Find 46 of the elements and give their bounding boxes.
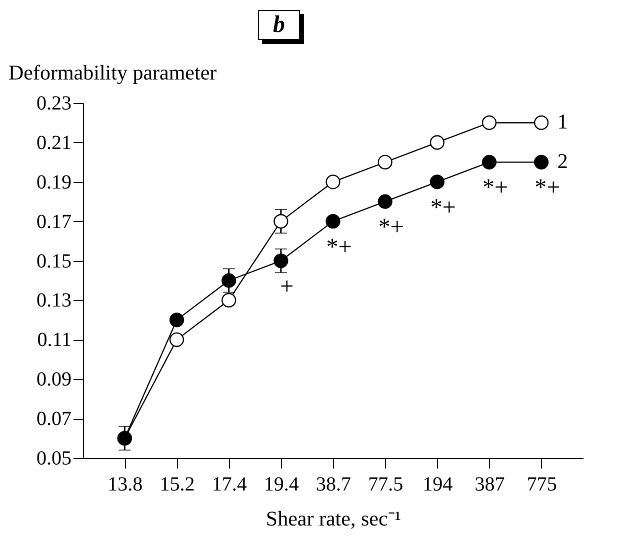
annotation: *+: [326, 234, 352, 260]
y-tick-label: 0.17: [36, 210, 72, 233]
y-tick-label: 0.09: [36, 368, 72, 391]
point: [222, 292, 236, 308]
point: [169, 312, 184, 328]
x-tick-label: 15.2: [160, 474, 195, 496]
annotation: +: [280, 274, 294, 300]
point: [534, 154, 549, 170]
point: [274, 214, 288, 229]
x-tick-label: 77.5: [368, 474, 404, 496]
y-axis-title: Deformability parameter: [8, 60, 217, 84]
annotation: *+: [378, 214, 404, 241]
series-label: 2: [557, 149, 568, 174]
point: [378, 154, 392, 170]
x-axis-title: Shear rate, sec⁻¹: [266, 506, 402, 530]
x-tick-label: 194: [422, 474, 453, 496]
x-tick-label: 387: [474, 474, 505, 496]
y-tick-label: 0.15: [36, 250, 72, 272]
x-tick-label: 775: [526, 474, 557, 496]
y-tick-label: 0.21: [36, 132, 72, 154]
point: [482, 154, 497, 170]
y-tick-label: 0.05: [36, 448, 72, 470]
point: [430, 135, 444, 150]
y-tick-label: 0.07: [36, 408, 72, 430]
x-tick-label: 13.8: [108, 474, 143, 496]
annotation: *+: [430, 194, 456, 221]
point: [378, 194, 392, 209]
series-label: 1: [557, 110, 568, 134]
annotation: *+: [482, 175, 508, 202]
point: [482, 115, 497, 130]
x-tick-label: 17.4: [212, 474, 247, 496]
point: [222, 273, 236, 288]
chart-title: b: [258, 10, 300, 40]
y-tick-label: 0.11: [37, 329, 72, 352]
point: [326, 214, 340, 229]
y-tick-label: 0.19: [36, 171, 72, 194]
point: [274, 253, 288, 268]
point: [430, 174, 444, 190]
x-tick-label: 19.4: [264, 474, 299, 496]
y-tick-label: 0.13: [36, 290, 72, 312]
point: [326, 174, 340, 190]
x-tick-label: 38.7: [316, 474, 351, 496]
point: [534, 115, 549, 130]
annotation: *+: [534, 175, 560, 202]
point: [169, 332, 184, 347]
y-tick-label: 0.23: [36, 92, 72, 114]
